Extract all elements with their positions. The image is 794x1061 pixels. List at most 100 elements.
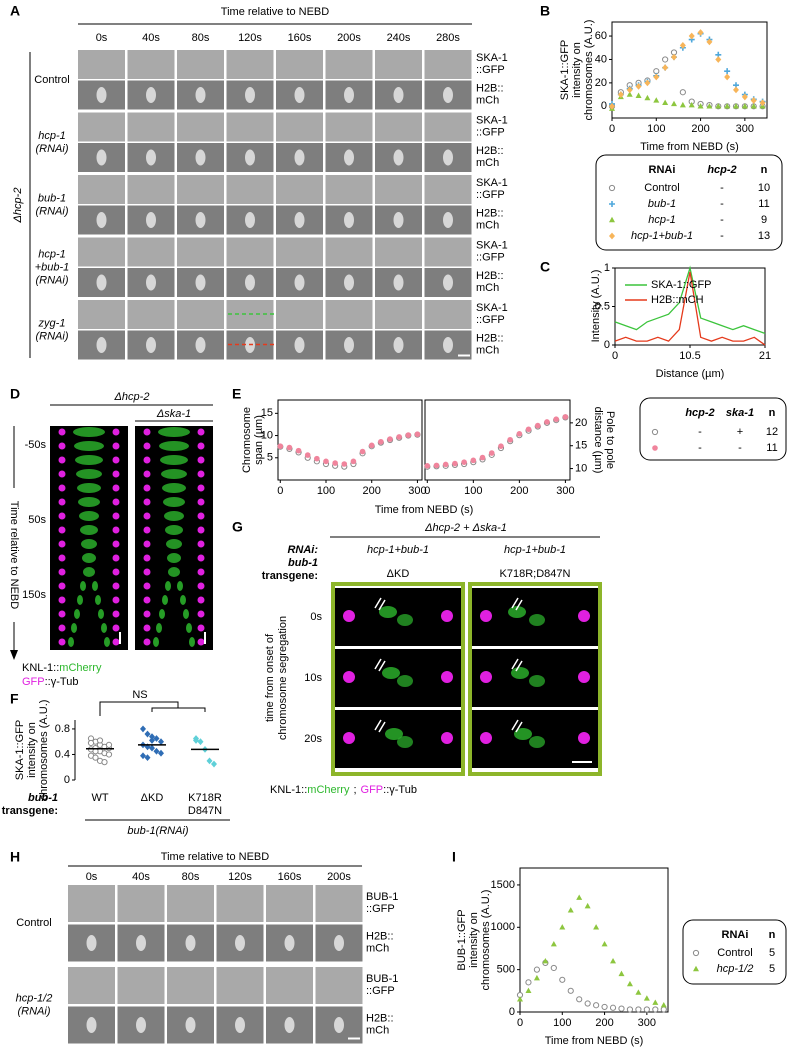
- kinetochore-signal: [74, 609, 80, 619]
- header: Time relative to NEBD: [221, 6, 329, 18]
- spindle-pole: [143, 484, 151, 492]
- kinetochore-signal: [162, 595, 168, 605]
- micrograph: [177, 237, 224, 267]
- chromosome-signal: [136, 935, 146, 951]
- spindle-pole: [143, 624, 151, 632]
- marker: [105, 741, 113, 748]
- spindle-pole: [441, 610, 453, 622]
- micrograph: [167, 885, 214, 922]
- micrograph: [424, 175, 472, 204]
- marker: [567, 987, 574, 994]
- marker: [652, 1006, 659, 1013]
- spindle-pole: [197, 638, 205, 646]
- spindle-pole: [197, 596, 205, 604]
- marker: [635, 989, 642, 995]
- kinetochore-signal: [177, 581, 183, 591]
- channel-label: H2B::: [476, 82, 504, 94]
- legend-cell: hcp-1+bub-1: [631, 230, 693, 242]
- axis-label: intensity on: [26, 722, 38, 778]
- marker: [724, 73, 731, 81]
- column-label: ΔKD: [387, 568, 410, 580]
- micrograph: [335, 649, 461, 707]
- marker: [692, 949, 700, 957]
- marker: [149, 744, 155, 752]
- micrograph: [127, 300, 175, 329]
- marker: [688, 32, 695, 40]
- series-line: [614, 271, 766, 346]
- legend-text: KNL-1::mCherry: [22, 662, 102, 674]
- panel-label: B: [540, 3, 550, 19]
- kinetochore-signal: [80, 525, 98, 535]
- condition-label: hcp-1: [38, 248, 66, 260]
- legend-part: ::γ-Tub: [383, 784, 417, 796]
- spindle-pole: [58, 526, 66, 534]
- y-tick-label: 500: [497, 964, 515, 976]
- chromosome-signal: [185, 1017, 196, 1033]
- x-tick-label: 21: [759, 350, 771, 362]
- chromosome-signal: [393, 87, 404, 103]
- micrograph: [266, 967, 313, 1004]
- chromosome-signal: [294, 87, 305, 103]
- marker: [559, 976, 566, 983]
- kinetochore-signal: [73, 427, 105, 437]
- micrograph: [177, 300, 224, 329]
- marker: [341, 461, 348, 467]
- spindle-pole: [58, 638, 66, 646]
- marker: [405, 432, 412, 438]
- marker: [662, 64, 669, 72]
- legend-part: mCherry: [59, 662, 102, 674]
- marker: [277, 443, 284, 450]
- panel-label: F: [10, 691, 19, 707]
- micrograph: [127, 237, 175, 267]
- micrograph: [78, 300, 125, 329]
- marker: [733, 103, 739, 109]
- chromosome-signal: [146, 87, 156, 103]
- marker: [461, 459, 467, 465]
- marker: [706, 38, 713, 46]
- chromosome-signal: [393, 212, 404, 228]
- time-label: 40s: [142, 32, 160, 44]
- micrograph: [226, 175, 274, 204]
- row-label: bub-1: [288, 557, 318, 569]
- marker: [533, 966, 541, 973]
- marker: [733, 86, 739, 94]
- row-label: transgene:: [2, 805, 58, 817]
- micrograph: [276, 175, 323, 204]
- spindle-pole: [143, 554, 151, 562]
- legend-cell: Control: [717, 947, 752, 959]
- legend-part: GFP: [361, 784, 384, 796]
- axis-label: chromosomes (A.U.): [583, 20, 595, 121]
- channel-label: ::GFP: [366, 903, 395, 915]
- x-tick-label: 0: [517, 1017, 523, 1029]
- spindle-pole: [197, 442, 205, 450]
- kinetochore-signal: [81, 539, 97, 549]
- chromosome-signal: [245, 87, 255, 103]
- marker: [626, 91, 633, 97]
- time-label: 0s: [310, 611, 322, 623]
- marker: [609, 102, 615, 110]
- condition-label: bub-1: [38, 192, 66, 204]
- kinetochore-signal: [78, 497, 100, 507]
- micrograph: [424, 300, 472, 329]
- chromosome-signal: [185, 935, 196, 951]
- chromosome-signal: [344, 87, 354, 103]
- marker: [759, 99, 766, 107]
- spindle-pole: [143, 568, 151, 576]
- micrograph: [226, 50, 274, 79]
- axis-label: chromosome segregation: [277, 616, 289, 740]
- marker: [671, 100, 677, 107]
- marker: [507, 436, 513, 443]
- chromosome-signal: [344, 274, 354, 291]
- chromosome-signal: [344, 149, 354, 166]
- time-label: 150s: [22, 589, 46, 601]
- chromosome-signal: [284, 935, 295, 951]
- marker: [626, 980, 633, 987]
- spindle-pole: [58, 568, 66, 576]
- spindle-pole: [197, 512, 205, 520]
- chromosome-signal: [195, 337, 206, 353]
- channel-label: H2B::: [476, 145, 504, 157]
- spindle-pole: [112, 554, 120, 562]
- channel-label: mCh: [476, 157, 499, 169]
- micrograph: [127, 50, 175, 79]
- legend-cell: 13: [758, 230, 770, 242]
